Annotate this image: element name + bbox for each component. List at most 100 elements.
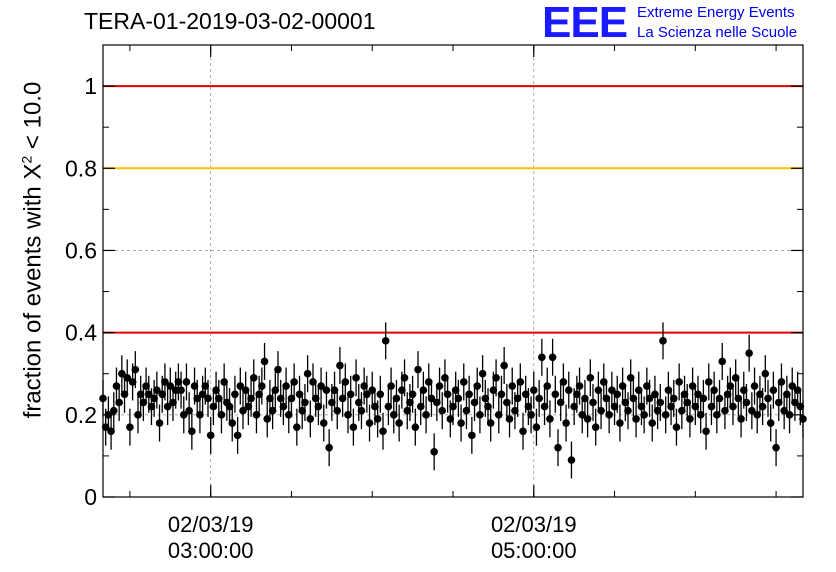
data-point bbox=[400, 374, 409, 382]
data-point bbox=[694, 390, 702, 399]
data-point bbox=[465, 390, 473, 399]
data-point bbox=[153, 386, 161, 394]
logo-subtitle-line1: Extreme Energy Events bbox=[637, 4, 795, 21]
data-point bbox=[497, 390, 506, 399]
data-point bbox=[454, 394, 463, 403]
data-point bbox=[567, 456, 576, 464]
data-point bbox=[758, 402, 767, 411]
data-point bbox=[505, 415, 514, 423]
data-point bbox=[169, 398, 177, 407]
data-point bbox=[769, 386, 778, 394]
data-point bbox=[669, 394, 678, 403]
data-point bbox=[441, 374, 449, 382]
data-point bbox=[667, 402, 675, 411]
data-point bbox=[772, 443, 780, 452]
x-tick-label-date: 02/03/19 bbox=[168, 512, 254, 537]
data-point bbox=[346, 390, 355, 399]
y-axis-label-prefix: fraction of events with bbox=[19, 179, 47, 419]
data-point bbox=[325, 443, 333, 452]
data-point bbox=[683, 398, 692, 407]
data-point bbox=[416, 402, 425, 411]
data-point bbox=[171, 386, 180, 394]
data-point bbox=[214, 394, 223, 403]
data-point bbox=[519, 427, 527, 436]
data-point bbox=[680, 390, 689, 399]
data-point bbox=[581, 394, 589, 403]
data-point bbox=[206, 431, 215, 440]
data-point bbox=[559, 378, 568, 386]
data-point bbox=[459, 378, 468, 386]
data-point bbox=[282, 382, 290, 390]
data-point bbox=[228, 419, 237, 427]
data-point bbox=[290, 378, 298, 386]
data-point bbox=[311, 394, 320, 403]
data-point bbox=[188, 427, 196, 436]
data-point bbox=[750, 382, 759, 390]
data-point bbox=[629, 394, 638, 403]
data-point bbox=[511, 406, 519, 415]
data-point bbox=[371, 402, 379, 411]
data-point bbox=[298, 406, 307, 415]
data-point bbox=[204, 394, 212, 403]
data-point bbox=[494, 411, 503, 419]
data-point bbox=[263, 415, 272, 423]
data-point bbox=[225, 402, 234, 411]
data-point bbox=[648, 419, 657, 427]
data-point bbox=[293, 423, 301, 431]
y-tick-label: 1 bbox=[84, 73, 97, 99]
data-point bbox=[198, 390, 207, 399]
data-point bbox=[196, 411, 204, 419]
data-point bbox=[780, 406, 788, 415]
data-point bbox=[274, 365, 282, 374]
data-point bbox=[155, 419, 164, 427]
data-point bbox=[608, 386, 616, 394]
y-axis-label-sup: 2 bbox=[18, 155, 35, 164]
data-point bbox=[713, 411, 721, 419]
data-point bbox=[158, 390, 167, 399]
data-point bbox=[144, 390, 153, 399]
data-point bbox=[643, 382, 651, 390]
data-point bbox=[793, 386, 802, 394]
eee-logo: EEE bbox=[542, 0, 628, 47]
data-point bbox=[244, 402, 253, 411]
data-point bbox=[241, 386, 250, 394]
data-point bbox=[115, 398, 123, 407]
data-point bbox=[696, 411, 705, 419]
data-point bbox=[610, 402, 619, 411]
data-point bbox=[529, 386, 538, 394]
data-point bbox=[249, 374, 258, 382]
data-point bbox=[546, 415, 554, 423]
data-point bbox=[136, 390, 145, 399]
data-point bbox=[107, 427, 115, 436]
data-point bbox=[721, 406, 729, 415]
data-point bbox=[796, 402, 805, 411]
data-point bbox=[268, 406, 277, 415]
data-point bbox=[403, 406, 412, 415]
data-point bbox=[433, 398, 441, 407]
data-point bbox=[328, 398, 336, 407]
data-point bbox=[255, 390, 263, 399]
data-point bbox=[314, 402, 323, 411]
data-point bbox=[575, 382, 584, 390]
data-point bbox=[726, 382, 735, 390]
data-point bbox=[570, 402, 578, 411]
chart-title: TERA-01-2019-03-02-00001 bbox=[84, 8, 376, 34]
data-point bbox=[303, 369, 312, 378]
data-point bbox=[330, 386, 339, 394]
data-point bbox=[470, 398, 479, 407]
data-point bbox=[640, 411, 648, 419]
data-point bbox=[212, 386, 220, 394]
data-point bbox=[524, 402, 533, 411]
data-point bbox=[742, 398, 751, 407]
data-point bbox=[252, 411, 261, 419]
data-point bbox=[564, 386, 573, 394]
data-point bbox=[368, 386, 377, 394]
data-point bbox=[478, 369, 487, 378]
data-point bbox=[139, 398, 148, 407]
data-point bbox=[516, 378, 525, 386]
data-point bbox=[352, 374, 360, 382]
data-point bbox=[748, 406, 756, 415]
data-point bbox=[645, 394, 654, 403]
data-point bbox=[174, 378, 183, 386]
data-point bbox=[508, 382, 517, 390]
